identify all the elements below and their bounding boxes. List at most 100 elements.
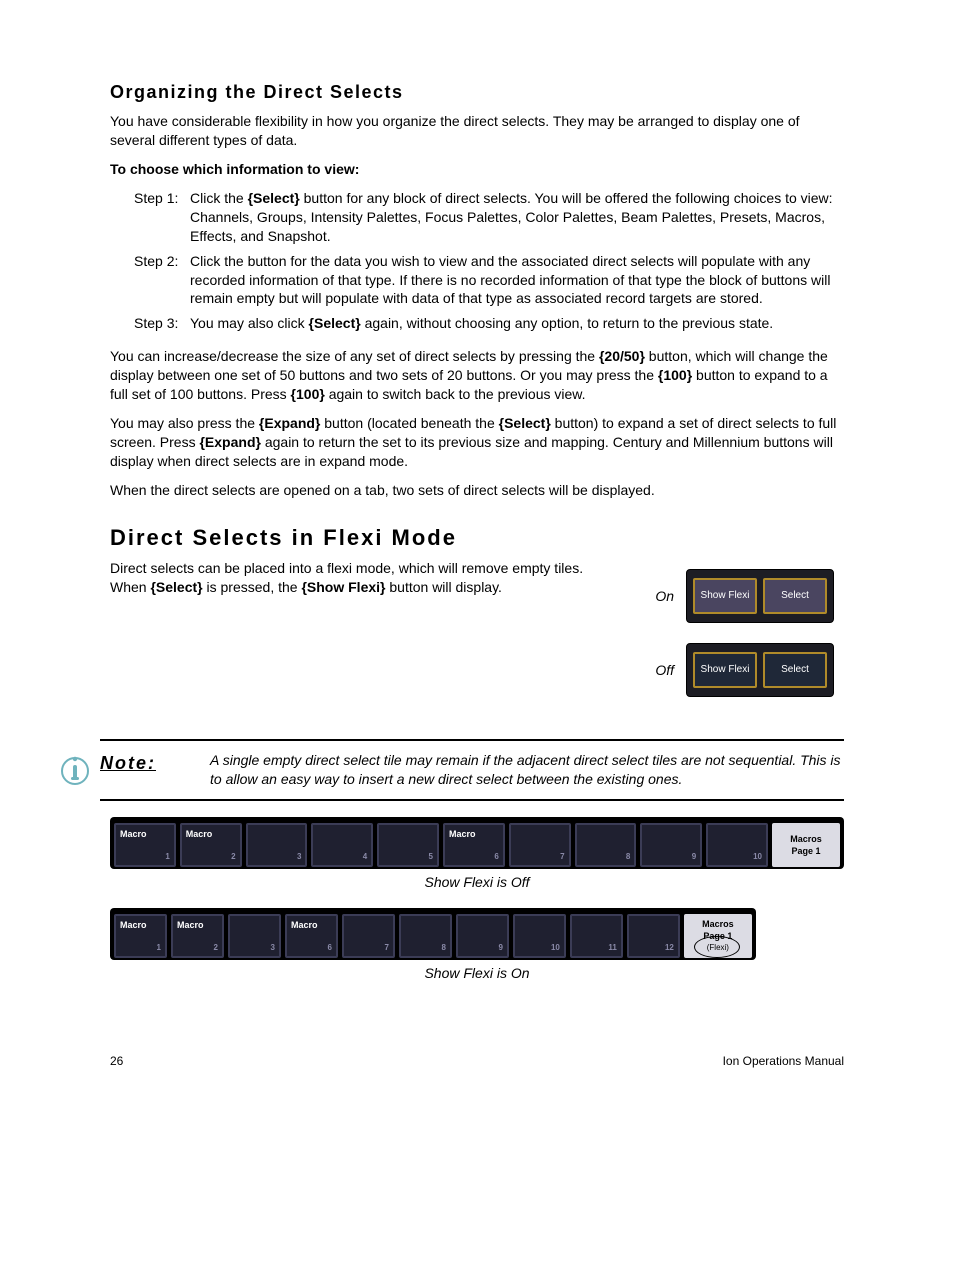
ds-tile[interactable]: 8 <box>399 914 452 958</box>
tile-title: Macro <box>120 919 161 931</box>
text-bold: {20/50} <box>599 348 645 364</box>
flexi-off-row: Off Show Flexi Select <box>634 643 844 697</box>
tile-sub: 7 <box>560 852 564 863</box>
direct-selects-row-on: Macro 1 Macro2 3 Macro 6 7 8 9 10 11 12 Ma… <box>110 908 756 960</box>
text-bold: {Select} <box>150 579 202 595</box>
note-block: Note: A single empty direct select tile … <box>110 739 844 801</box>
text-bold: {100} <box>658 367 692 383</box>
ds-tile[interactable]: 10 <box>513 914 566 958</box>
ds-tile[interactable]: 12 <box>627 914 680 958</box>
ds-tile[interactable]: 9 <box>640 823 702 867</box>
text-bold: {Select} <box>499 415 551 431</box>
text-bold: {Select} <box>309 315 361 331</box>
text: You may also click <box>190 315 309 331</box>
ds-tile[interactable]: Macro 2 <box>180 823 242 867</box>
show-flexi-button[interactable]: Show Flexi <box>693 652 757 688</box>
ds-tile[interactable]: 11 <box>570 914 623 958</box>
step-number: Step 1: <box>110 189 190 246</box>
text-bold: {Expand} <box>259 415 320 431</box>
ds-tile[interactable]: 10 <box>706 823 768 867</box>
tile-sub: 9 <box>498 943 502 954</box>
ds-tile[interactable]: Macro 6 <box>285 914 338 958</box>
page-indicator[interactable]: Macros Page 1 <box>772 823 840 867</box>
text: button will display. <box>385 579 501 595</box>
ds-tile[interactable]: Macro1 <box>114 823 176 867</box>
tile-sub: 12 <box>665 943 674 954</box>
text: You may also press the <box>110 415 259 431</box>
tile-sub: 5 <box>429 852 433 863</box>
tile-title: Macro <box>291 919 332 931</box>
tile-sub: 3 <box>297 852 301 863</box>
note-text: A single empty direct select tile may re… <box>210 751 844 789</box>
select-button[interactable]: Select <box>763 652 827 688</box>
step-3: Step 3: You may also click {Select} agai… <box>110 314 844 333</box>
ds-tile[interactable]: 4 <box>311 823 373 867</box>
page-sub: Page 1 <box>791 845 820 857</box>
text: You can increase/decrease the size of an… <box>110 348 599 364</box>
button-pair-on: Show Flexi Select <box>686 569 834 623</box>
text-bold: {Show Flexi} <box>301 579 385 595</box>
paragraph: You can increase/decrease the size of an… <box>110 347 844 404</box>
step-number: Step 2: <box>110 252 190 309</box>
label-off: Off <box>634 661 674 680</box>
select-button[interactable]: Select <box>763 578 827 614</box>
note-label: Note: <box>100 751 210 789</box>
tile-sub: 2 <box>231 852 235 863</box>
ds-tile[interactable]: 7 <box>342 914 395 958</box>
flexi-paragraph: Direct selects can be placed into a flex… <box>110 559 634 597</box>
tile-sub: 10 <box>753 852 762 863</box>
tile-sub: 11 <box>608 943 616 954</box>
ds-tile[interactable]: 9 <box>456 914 509 958</box>
text: is pressed, the <box>203 579 302 595</box>
step-text: You may also click {Select} again, witho… <box>190 314 844 333</box>
page-indicator[interactable]: Macros Page 1 (Flexi) <box>684 914 752 958</box>
tile-sub: 6 <box>327 943 331 954</box>
ds-tile[interactable]: 3 <box>246 823 308 867</box>
ds-tile[interactable]: Macro 6 <box>443 823 505 867</box>
tile-title: Macro <box>186 828 236 840</box>
tile-title: Macro <box>120 828 170 840</box>
ds-tile[interactable]: 5 <box>377 823 439 867</box>
page-footer: 26 Ion Operations Manual <box>110 1053 844 1069</box>
caption-off: Show Flexi is Off <box>110 873 844 892</box>
tile-sub: 10 <box>551 943 560 954</box>
tile-sub: 2 <box>214 943 218 954</box>
text-bold: {Select} <box>248 190 300 206</box>
tile-sub: 7 <box>384 943 388 954</box>
flexi-on-row: On Show Flexi Select <box>634 569 844 623</box>
tile-sub: 9 <box>692 852 696 863</box>
text-bold: {100} <box>291 386 325 402</box>
step-number: Step 3: <box>110 314 190 333</box>
show-flexi-button[interactable]: Show Flexi <box>693 578 757 614</box>
button-pair-off: Show Flexi Select <box>686 643 834 697</box>
tile-sub: 1 <box>157 943 161 954</box>
step-text: Click the {Select} button for any block … <box>190 189 844 246</box>
step-1: Step 1: Click the {Select} button for an… <box>110 189 844 246</box>
info-icon <box>50 739 100 801</box>
direct-selects-row-off: Macro1 Macro 2 3 4 5 Macro 6 7 8 9 10 Macr… <box>110 817 844 869</box>
heading-flexi-mode: Direct Selects in Flexi Mode <box>110 523 844 553</box>
paragraph: When the direct selects are opened on a … <box>110 481 844 500</box>
text: button (located beneath the <box>320 415 498 431</box>
step-2: Step 2: Click the button for the data yo… <box>110 252 844 309</box>
ds-tile[interactable]: 3 <box>228 914 281 958</box>
tile-sub: 6 <box>494 852 498 863</box>
ds-tile[interactable]: Macro2 <box>171 914 224 958</box>
tile-sub: 8 <box>441 943 445 954</box>
paragraph: You may also press the {Expand} button (… <box>110 414 844 471</box>
callout-circle <box>694 936 740 958</box>
tile-sub: 8 <box>626 852 630 863</box>
tile-title: Macro <box>449 828 499 840</box>
manual-title: Ion Operations Manual <box>723 1053 844 1069</box>
text: Click the <box>190 190 248 206</box>
steps-list: Step 1: Click the {Select} button for an… <box>110 189 844 333</box>
ds-tile[interactable]: 7 <box>509 823 571 867</box>
ds-tile[interactable]: 8 <box>575 823 637 867</box>
label-on: On <box>634 587 674 606</box>
tile-sub: 4 <box>363 852 367 863</box>
ds-tile[interactable]: Macro 1 <box>114 914 167 958</box>
heading-organizing: Organizing the Direct Selects <box>110 80 844 104</box>
page-number: 26 <box>110 1053 123 1069</box>
flexi-examples: On Show Flexi Select Off Show Flexi Sele… <box>634 569 844 717</box>
text: again, without choosing any option, to r… <box>361 315 773 331</box>
